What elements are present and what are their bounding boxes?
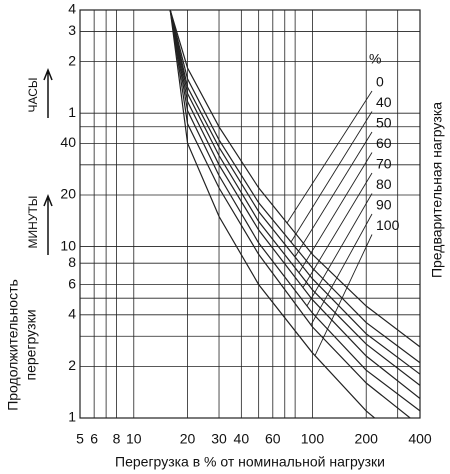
x-axis-title: Перегрузка в % от номинальной нагрузки [115,454,385,470]
legend-title: % [369,51,381,67]
leader-line [314,234,373,356]
y-tick-label: 40 [60,134,76,150]
y-axis-title: перегрузки [23,309,39,380]
x-tick-label: 5 [76,431,84,447]
plot-frame [79,9,421,419]
leader-line [290,111,373,243]
curve [169,10,420,348]
y-tick-label: 1 [68,409,76,425]
legend-label: 100 [376,217,400,233]
x-tick-label: 30 [211,431,227,447]
x-tick-label: 60 [265,431,281,447]
x-tick-label: 6 [90,431,98,447]
legend-label: 70 [376,156,392,172]
y-tick-label: 8 [68,254,76,270]
curve [169,10,376,418]
curves [169,10,420,418]
minutes-arrow [43,193,53,255]
leader-line [286,90,373,224]
leader-line [302,172,373,288]
y-tick-label: 1 [68,104,76,120]
legend-label: 0 [376,74,384,90]
x-tick-label: 100 [301,431,325,447]
x-tick-label: 40 [234,431,250,447]
curve [169,10,420,399]
curve [169,10,420,412]
curve [169,10,420,386]
x-tick-label: 10 [126,431,142,447]
leader-line [310,213,373,326]
hours-label: ЧАСЫ [26,77,40,112]
minutes-label: МИНУТЫ [26,196,40,249]
curve [169,10,412,418]
legend-label: 50 [376,115,392,131]
y-tick-label: 2 [68,52,76,68]
y-axis-title: Продолжительность [5,279,21,411]
curve [169,10,420,364]
leader-line [298,152,373,273]
hours-arrow [43,67,53,118]
legend-label: 60 [376,135,392,151]
x-tick-label: 20 [180,431,196,447]
y-tick-label: 2 [68,357,76,373]
curve [169,10,420,375]
leader-line [306,193,373,307]
leader-line [294,131,373,258]
legend-label: 40 [376,94,392,110]
y-tick-label: 6 [68,275,76,291]
y-tick-label: 4 [68,306,76,322]
y-tick-label: 20 [60,186,76,202]
right-axis-title: Предварительная нагрузка [429,102,445,278]
y-tick-label: 3 [68,22,76,38]
x-tick-label: 200 [355,431,379,447]
x-tick-label: 400 [408,431,432,447]
y-tick-label: 4 [68,1,76,17]
x-tick-label: 8 [113,431,121,447]
legend-label: 80 [376,176,392,192]
y-tick-label: 10 [60,237,76,253]
legend-label: 90 [376,197,392,213]
